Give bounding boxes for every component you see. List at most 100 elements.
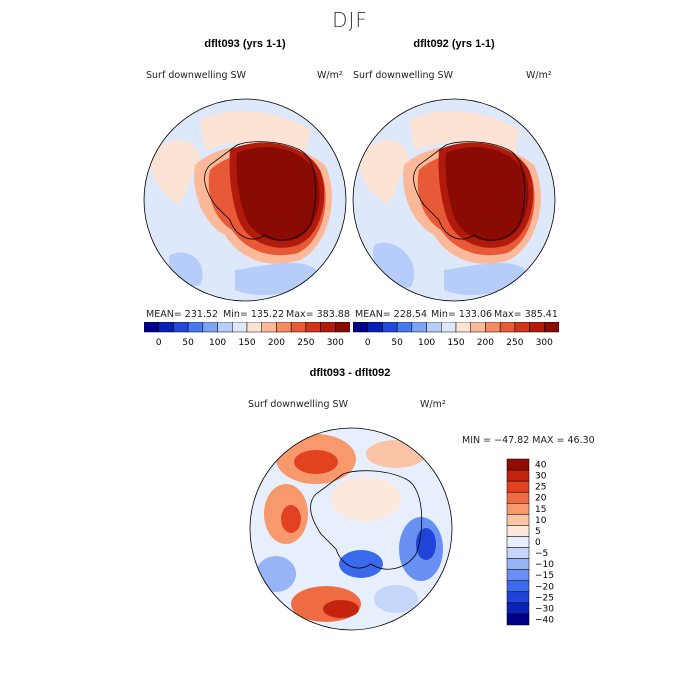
panel2-colorbar-tick-label: 150	[447, 338, 464, 348]
panel1-colorbar-box	[217, 322, 233, 333]
panel3-colorbar-box	[506, 580, 530, 593]
panel2-stats-mean: MEAN= 228.54	[355, 309, 428, 320]
panel3-colorbar-box	[506, 458, 530, 471]
panel3-colorbar-box	[506, 525, 530, 537]
panel3-colorbar-box	[506, 558, 530, 570]
panel2-stats-max: Max= 385.41	[494, 309, 558, 320]
panel3-colorbar-tick-label: 30	[535, 472, 547, 482]
panel1-title: dflt093 (yrs 1-1)	[204, 38, 286, 50]
panel2-colorbar-tick-label: 250	[506, 338, 523, 348]
panel3-colorbar-box	[506, 536, 530, 548]
panel2-colorbar-box	[396, 322, 413, 333]
panel3-colorbar-box	[506, 491, 530, 504]
panel2-colorbar-box	[455, 322, 471, 333]
panel1-units-label: W/m²	[317, 70, 343, 81]
panel3-colorbar-tick-label: −5	[535, 549, 548, 559]
panel1-colorbar-box	[290, 322, 307, 333]
panel1-colorbar-tick-label: 150	[238, 338, 255, 348]
panel2-colorbar-box	[529, 322, 545, 333]
panel2-colorbar-tick-label: 300	[536, 338, 553, 348]
panel3-colorbar-tick-label: −40	[535, 615, 554, 625]
panel1-colorbar-box	[246, 322, 262, 333]
panel3-colorbar-tick-label: 15	[535, 505, 546, 515]
panel2-colorbar-box	[411, 322, 427, 333]
panel1-colorbar-tick-label: 50	[182, 338, 194, 348]
panel3-coastline	[310, 470, 423, 570]
panel3-map	[249, 427, 453, 631]
panel3-colorbar-box	[506, 547, 530, 559]
panel1-stats-max: Max= 383.88	[286, 309, 350, 320]
panel3-colorbar-tick-label: 40	[535, 461, 547, 471]
panel1-band-max	[236, 147, 320, 241]
panel3-title: dflt093 - dflt092	[309, 367, 391, 379]
panel2-title: dflt092 (yrs 1-1)	[413, 38, 495, 50]
panel2-colorbar-tick-label: 200	[477, 338, 494, 348]
panel1-colorbar-box	[158, 322, 174, 333]
panel3-colorbar-box	[506, 591, 530, 604]
panel3-colorbar-tick-label: 10	[535, 516, 547, 526]
panel3-colorbar-tick-label: 25	[535, 483, 546, 493]
panel2-variable-label: Surf downwelling SW	[353, 70, 453, 81]
panel2-colorbar-box	[499, 322, 516, 333]
panel3-colorbar-tick-label: −15	[535, 571, 554, 581]
panel1-colorbar-tick-label: 250	[297, 338, 314, 348]
panel2-colorbar-box	[485, 322, 501, 333]
panel2-colorbar-box	[441, 322, 457, 333]
panel3-colorbar-tick-label: −30	[535, 604, 554, 614]
panel3-colorbar-tick-label: −10	[535, 560, 554, 570]
panel1-colorbar-box	[335, 322, 350, 333]
panel1-coastline	[204, 141, 317, 241]
panel2-colorbar: 050100150200250300350	[353, 322, 559, 348]
panel2-colorbar-tick-label: 50	[391, 338, 403, 348]
panel3-colorbar-tick-label: −25	[535, 593, 554, 603]
panel1-stats-mean: MEAN= 231.52	[146, 309, 219, 320]
page-title: DJF	[332, 8, 368, 32]
panel2-colorbar-box	[426, 322, 442, 333]
panel3-colorbar-box	[506, 569, 530, 581]
panel1-colorbar-tick-label: 100	[209, 338, 226, 348]
panel1-colorbar-box	[202, 322, 218, 333]
panel2-colorbar-box	[514, 322, 530, 333]
panel3-map-border	[249, 427, 453, 631]
panel1-colorbar: 050100150200250300350	[144, 322, 350, 348]
panel1-map-border	[143, 98, 347, 302]
panel1-colorbar-tick-label: 0	[156, 338, 162, 348]
panel1-colorbar-box	[305, 322, 321, 333]
panel2-colorbar-box	[470, 322, 486, 333]
panel1-colorbar-box	[261, 322, 277, 333]
panel3-colorbar-box	[506, 514, 530, 526]
panel2-map-border	[352, 98, 556, 302]
panel1-colorbar-tick-label: 300	[327, 338, 344, 348]
panel1-colorbar-box	[187, 322, 204, 333]
panel1-colorbar-box	[320, 322, 336, 333]
panel2-colorbar-tick-label: 100	[418, 338, 435, 348]
panel2-map	[352, 98, 556, 302]
panel2-coastline	[413, 141, 526, 241]
panel3-colorbar-box	[506, 503, 530, 515]
panel1-map	[143, 98, 347, 302]
panel1-colorbar-box	[276, 322, 292, 333]
panel2-colorbar-box	[382, 322, 398, 333]
panel3-colorbar-tick-label: 5	[535, 527, 541, 537]
panel3-colorbar-tick-label: 20	[535, 494, 547, 504]
panel2-colorbar-box	[367, 322, 383, 333]
panel1-colorbar-box	[144, 322, 159, 333]
panel1-colorbar-box	[232, 322, 248, 333]
panel2-colorbar-box	[353, 322, 368, 333]
panel2-units-label: W/m²	[526, 70, 552, 81]
panel1-stats-min: Min= 135.22	[223, 309, 285, 320]
panel1-variable-label: Surf downwelling SW	[146, 70, 246, 81]
panel3-colorbar-box	[506, 480, 530, 493]
panel3-colorbar-tick-label: −20	[535, 582, 554, 592]
panel1-colorbar-tick-label: 200	[268, 338, 285, 348]
panel1-colorbar-box	[173, 322, 189, 333]
panel3-units-label: W/m²	[420, 399, 446, 410]
panel3-colorbar-tick-label: 0	[535, 538, 541, 548]
panel2-colorbar-box	[544, 322, 559, 333]
panel3-colorbar-box	[506, 613, 530, 626]
panel2-colorbar-tick-label: 0	[365, 338, 371, 348]
panel3-variable-label: Surf downwelling SW	[248, 399, 348, 410]
panel3-minmax: MIN = −47.82 MAX = 46.30	[462, 435, 595, 446]
panel3-colorbar-box	[506, 469, 530, 482]
